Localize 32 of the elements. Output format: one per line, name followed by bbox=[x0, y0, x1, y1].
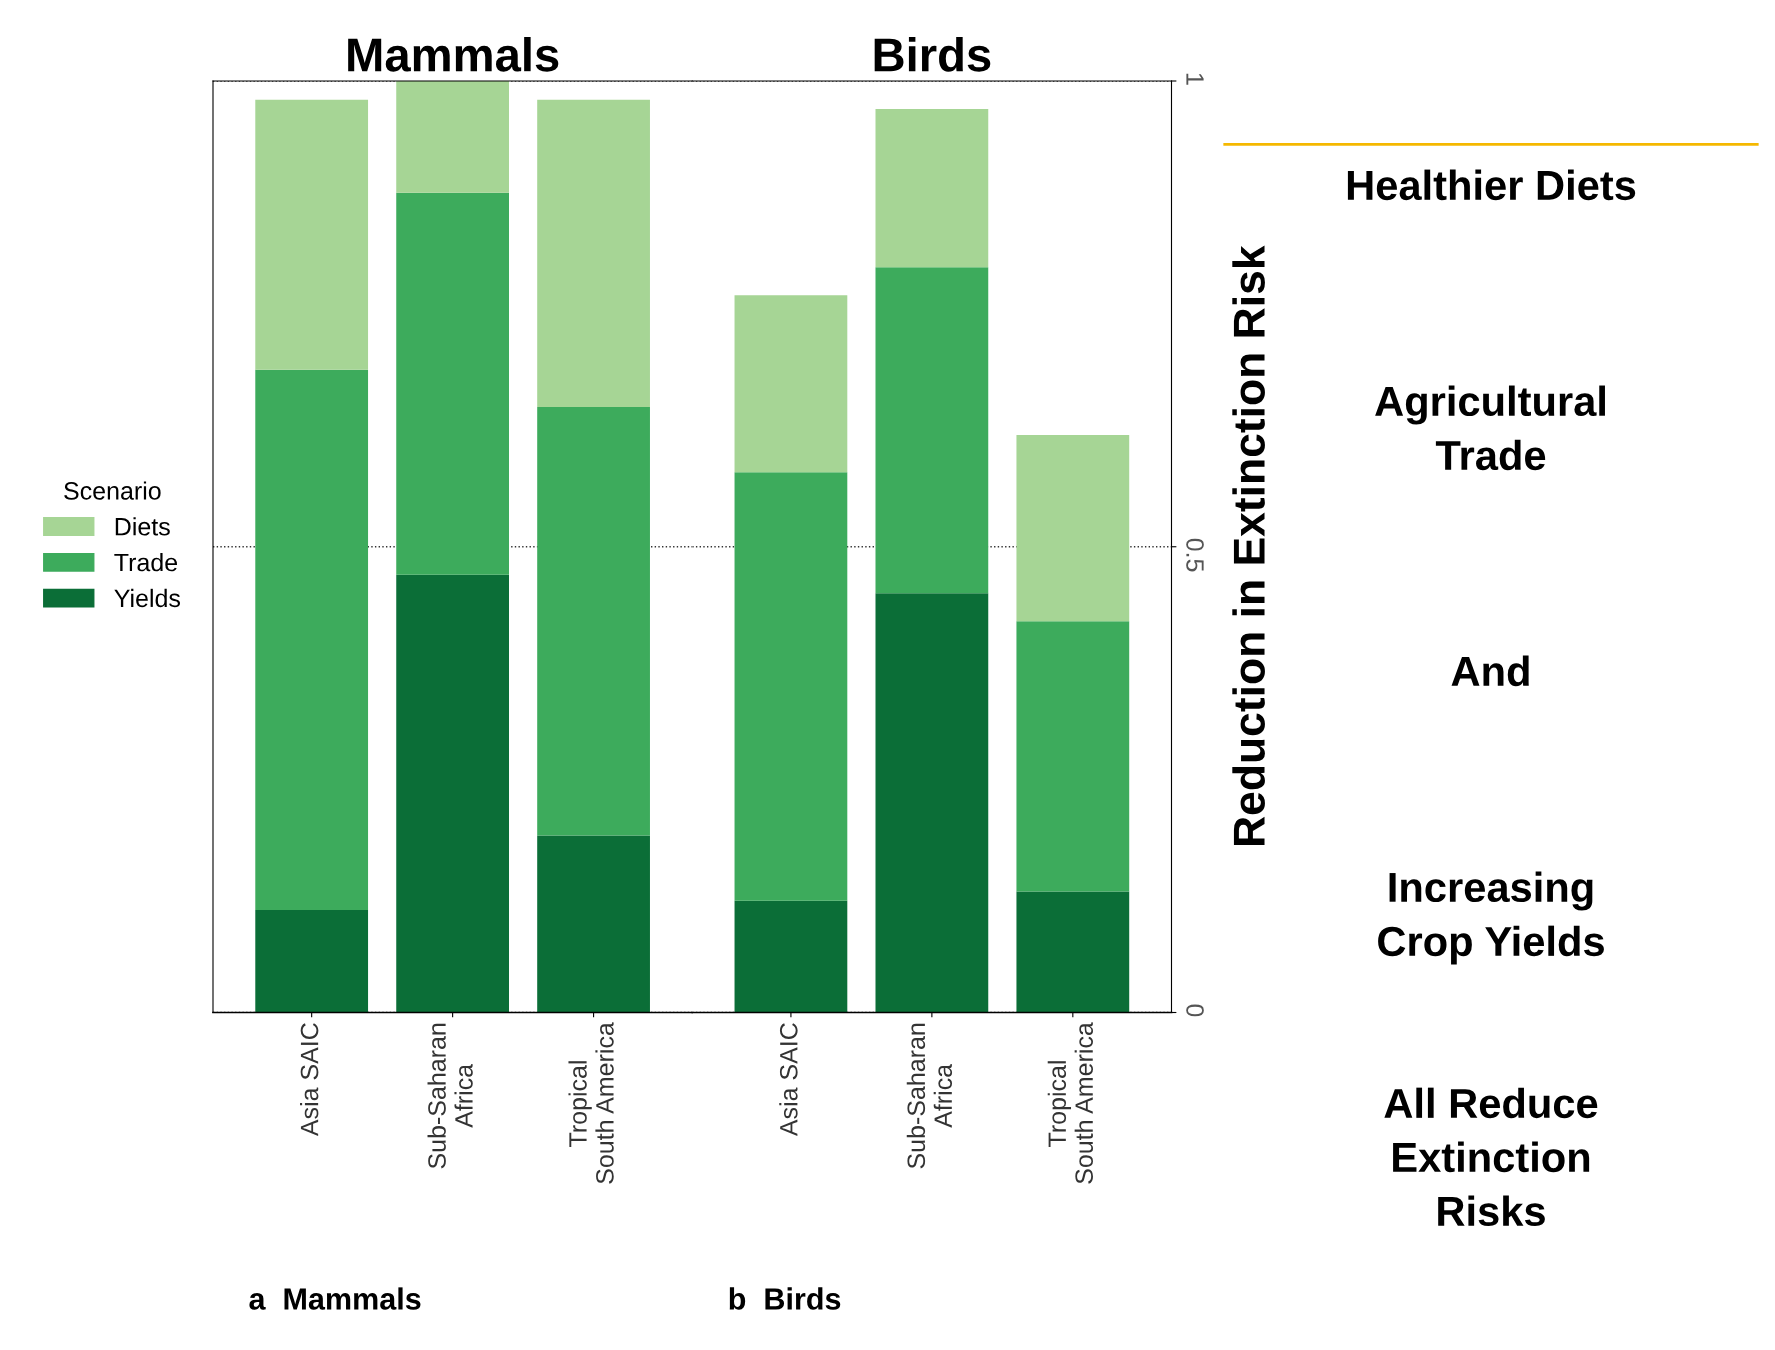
bar bbox=[537, 99, 650, 408]
legend-label: Diets bbox=[115, 517, 170, 536]
x-tick-label: Asia SAIC bbox=[300, 1023, 319, 1137]
text: All Reduce Extinction Risks bbox=[1384, 1087, 1598, 1227]
bar bbox=[255, 99, 369, 370]
x-tick-label: Tropical South America bbox=[1047, 1022, 1094, 1184]
text: a Mammals bbox=[249, 1287, 421, 1310]
bar bbox=[537, 407, 650, 836]
legend-label: Yields bbox=[114, 588, 181, 608]
legend-label: Trade bbox=[114, 553, 178, 572]
bar bbox=[396, 81, 510, 193]
text: Agricultural Trade bbox=[1375, 385, 1605, 471]
x-tick-label: Tropical South America bbox=[568, 1022, 614, 1184]
bar bbox=[537, 835, 650, 1013]
y-axis-title: Reduction in Extinction Risk bbox=[1232, 245, 1265, 846]
y-tick-label: 0 bbox=[1186, 1004, 1204, 1017]
x-tick-label: Sub-Saharan Africa bbox=[906, 1023, 953, 1169]
x-tick-label: Asia SAIC bbox=[779, 1023, 798, 1137]
legend-title: Scenario bbox=[64, 481, 161, 500]
chart-title: Birds bbox=[874, 36, 991, 72]
bar bbox=[396, 574, 510, 1013]
bar bbox=[255, 369, 369, 911]
y-tick-label: 0.5 bbox=[1186, 538, 1204, 572]
text: Healthier Diets bbox=[1347, 169, 1636, 201]
text: And bbox=[1451, 655, 1529, 687]
y-tick-label: 1 bbox=[1186, 73, 1204, 85]
x-tick-label: Sub-Saharan Africa bbox=[427, 1023, 473, 1169]
text: b Birds bbox=[729, 1287, 841, 1310]
text: Increasing Crop Yields bbox=[1378, 871, 1604, 965]
chart-title: Mammals bbox=[348, 36, 559, 72]
bar bbox=[255, 910, 369, 1013]
bar bbox=[396, 192, 510, 575]
